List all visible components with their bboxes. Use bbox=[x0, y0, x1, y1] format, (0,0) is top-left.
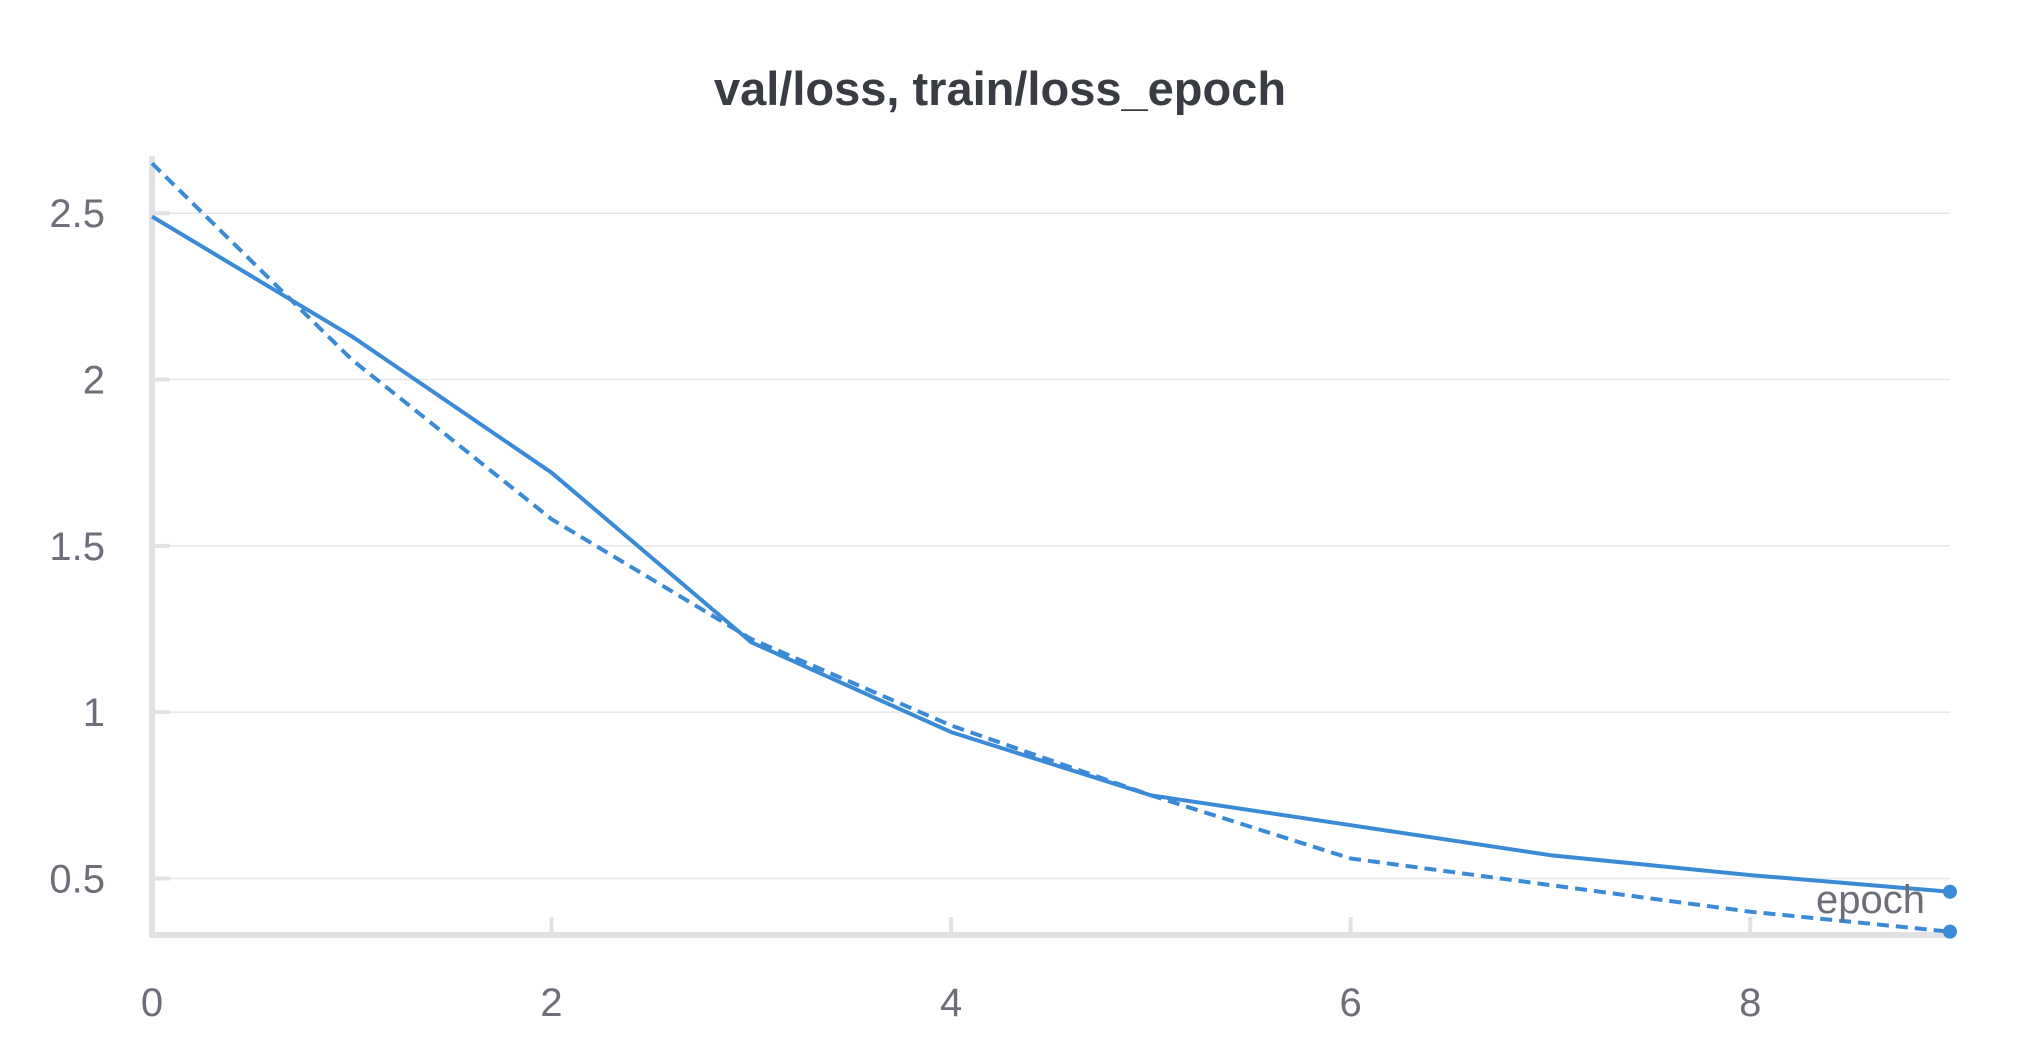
y-tick-label: 2 bbox=[83, 359, 105, 403]
x-tick-label: 4 bbox=[940, 981, 962, 1025]
y-tick-label: 1.5 bbox=[49, 525, 105, 569]
x-tick-label: 6 bbox=[1340, 981, 1362, 1025]
y-tick-label: 0.5 bbox=[49, 857, 105, 901]
y-tick-label: 1 bbox=[83, 691, 105, 735]
chart-title: val/loss, train/loss_epoch bbox=[714, 62, 1286, 115]
series-end-point-solid bbox=[1943, 884, 1957, 899]
x-tick-label: 0 bbox=[141, 981, 163, 1025]
series-line-dashed bbox=[150, 161, 1951, 934]
series-line-solid bbox=[150, 214, 1951, 894]
x-tick-label: 2 bbox=[540, 981, 562, 1025]
x-tick-label: 8 bbox=[1739, 981, 1761, 1025]
plot-area bbox=[150, 161, 1957, 939]
grid bbox=[152, 212, 1950, 880]
x-axis-label: epoch bbox=[1816, 878, 1925, 922]
axes: 0.5 1 1.5 2 2.5 0 2 4 6 8 bbox=[49, 156, 1950, 1025]
y-tick-label: 2.5 bbox=[49, 192, 105, 236]
series-end-point-dashed bbox=[1943, 924, 1957, 939]
